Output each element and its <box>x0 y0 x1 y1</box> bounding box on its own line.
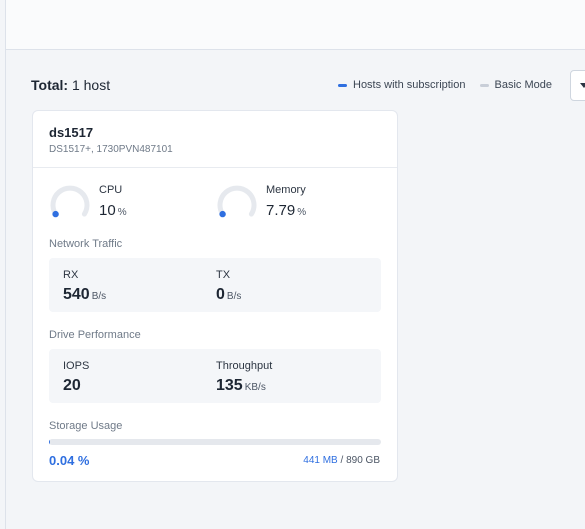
tx-value: 0 B/s <box>216 286 241 304</box>
legend-item-subscription: Hosts with subscription <box>338 79 466 91</box>
cpu-value-unit: % <box>117 207 127 218</box>
tx-value-number: 0 <box>216 286 225 303</box>
drive-performance-title: Drive Performance <box>49 329 141 341</box>
iops-label: IOPS <box>63 360 90 372</box>
network-traffic-panel: RX 540 B/s TX 0 B/s <box>49 258 381 312</box>
cpu-gauge-fill <box>52 210 59 218</box>
rx-value: 540 B/s <box>63 286 106 304</box>
legend-label-basic-mode: Basic Mode <box>494 79 552 91</box>
memory-gauge-fill <box>219 210 226 218</box>
network-traffic-title: Network Traffic <box>49 238 123 250</box>
storage-used: 441 MB <box>303 455 338 466</box>
cpu-gauge-svg <box>50 185 90 218</box>
legend-label-subscription: Hosts with subscription <box>353 79 466 91</box>
total-label: Total: <box>31 77 69 93</box>
page-left-border <box>5 0 6 529</box>
memory-gauge-svg <box>217 185 257 218</box>
cpu-label: CPU <box>99 184 123 196</box>
throughput-value-number: 135 <box>216 377 243 394</box>
host-model: DS1517+, 1730PVN487101 <box>49 144 173 155</box>
host-card[interactable]: ds1517 DS1517+, 1730PVN487101 CPU 10% Me… <box>32 110 398 482</box>
iops-value: 20 <box>63 377 81 394</box>
drive-performance-panel: IOPS 20 Throughput 135 KB/s <box>49 349 381 403</box>
storage-separator: / <box>337 455 347 466</box>
top-toolbar-area <box>6 0 585 50</box>
rx-value-unit: B/s <box>91 291 107 302</box>
rx-value-number: 540 <box>63 286 90 303</box>
host-name: ds1517 <box>49 125 94 140</box>
legend-swatch-subscription <box>338 83 347 87</box>
cpu-gauge-track <box>50 185 90 217</box>
memory-label: Memory <box>266 184 306 196</box>
legend: Hosts with subscription Basic Mode <box>338 79 566 91</box>
memory-gauge-track <box>217 185 257 217</box>
total-hosts: Total: 1 host <box>31 77 110 93</box>
memory-gauge-icon <box>216 183 258 225</box>
storage-usage-title: Storage Usage <box>49 420 123 432</box>
legend-item-basic-mode: Basic Mode <box>479 79 552 91</box>
caret-down-icon <box>580 83 585 88</box>
host-list-header: Total: 1 host Hosts with subscription Ba… <box>31 70 585 101</box>
memory-value-number: 7.79 <box>266 202 296 219</box>
throughput-value-unit: KB/s <box>244 382 266 393</box>
storage-total: 890 GB <box>346 455 380 466</box>
cpu-gauge-icon <box>49 183 91 225</box>
legend-swatch-basic-mode <box>479 83 489 87</box>
throughput-label: Throughput <box>216 360 273 372</box>
storage-usage-amount: 441 MB / 890 GB <box>303 455 380 466</box>
cpu-value: 10% <box>99 202 127 219</box>
tx-label: TX <box>216 269 231 281</box>
cpu-value-number: 10 <box>99 202 116 219</box>
storage-usage-percent: 0.04 % <box>49 453 90 468</box>
view-options-dropdown[interactable] <box>570 70 585 101</box>
card-divider <box>33 167 397 168</box>
throughput-value: 135 KB/s <box>216 377 266 395</box>
rx-label: RX <box>63 269 79 281</box>
tx-value-unit: B/s <box>226 291 242 302</box>
memory-value-unit: % <box>297 207 307 218</box>
total-value: 1 host <box>71 77 111 93</box>
memory-value: 7.79% <box>266 202 306 219</box>
storage-usage-bar <box>49 439 381 445</box>
